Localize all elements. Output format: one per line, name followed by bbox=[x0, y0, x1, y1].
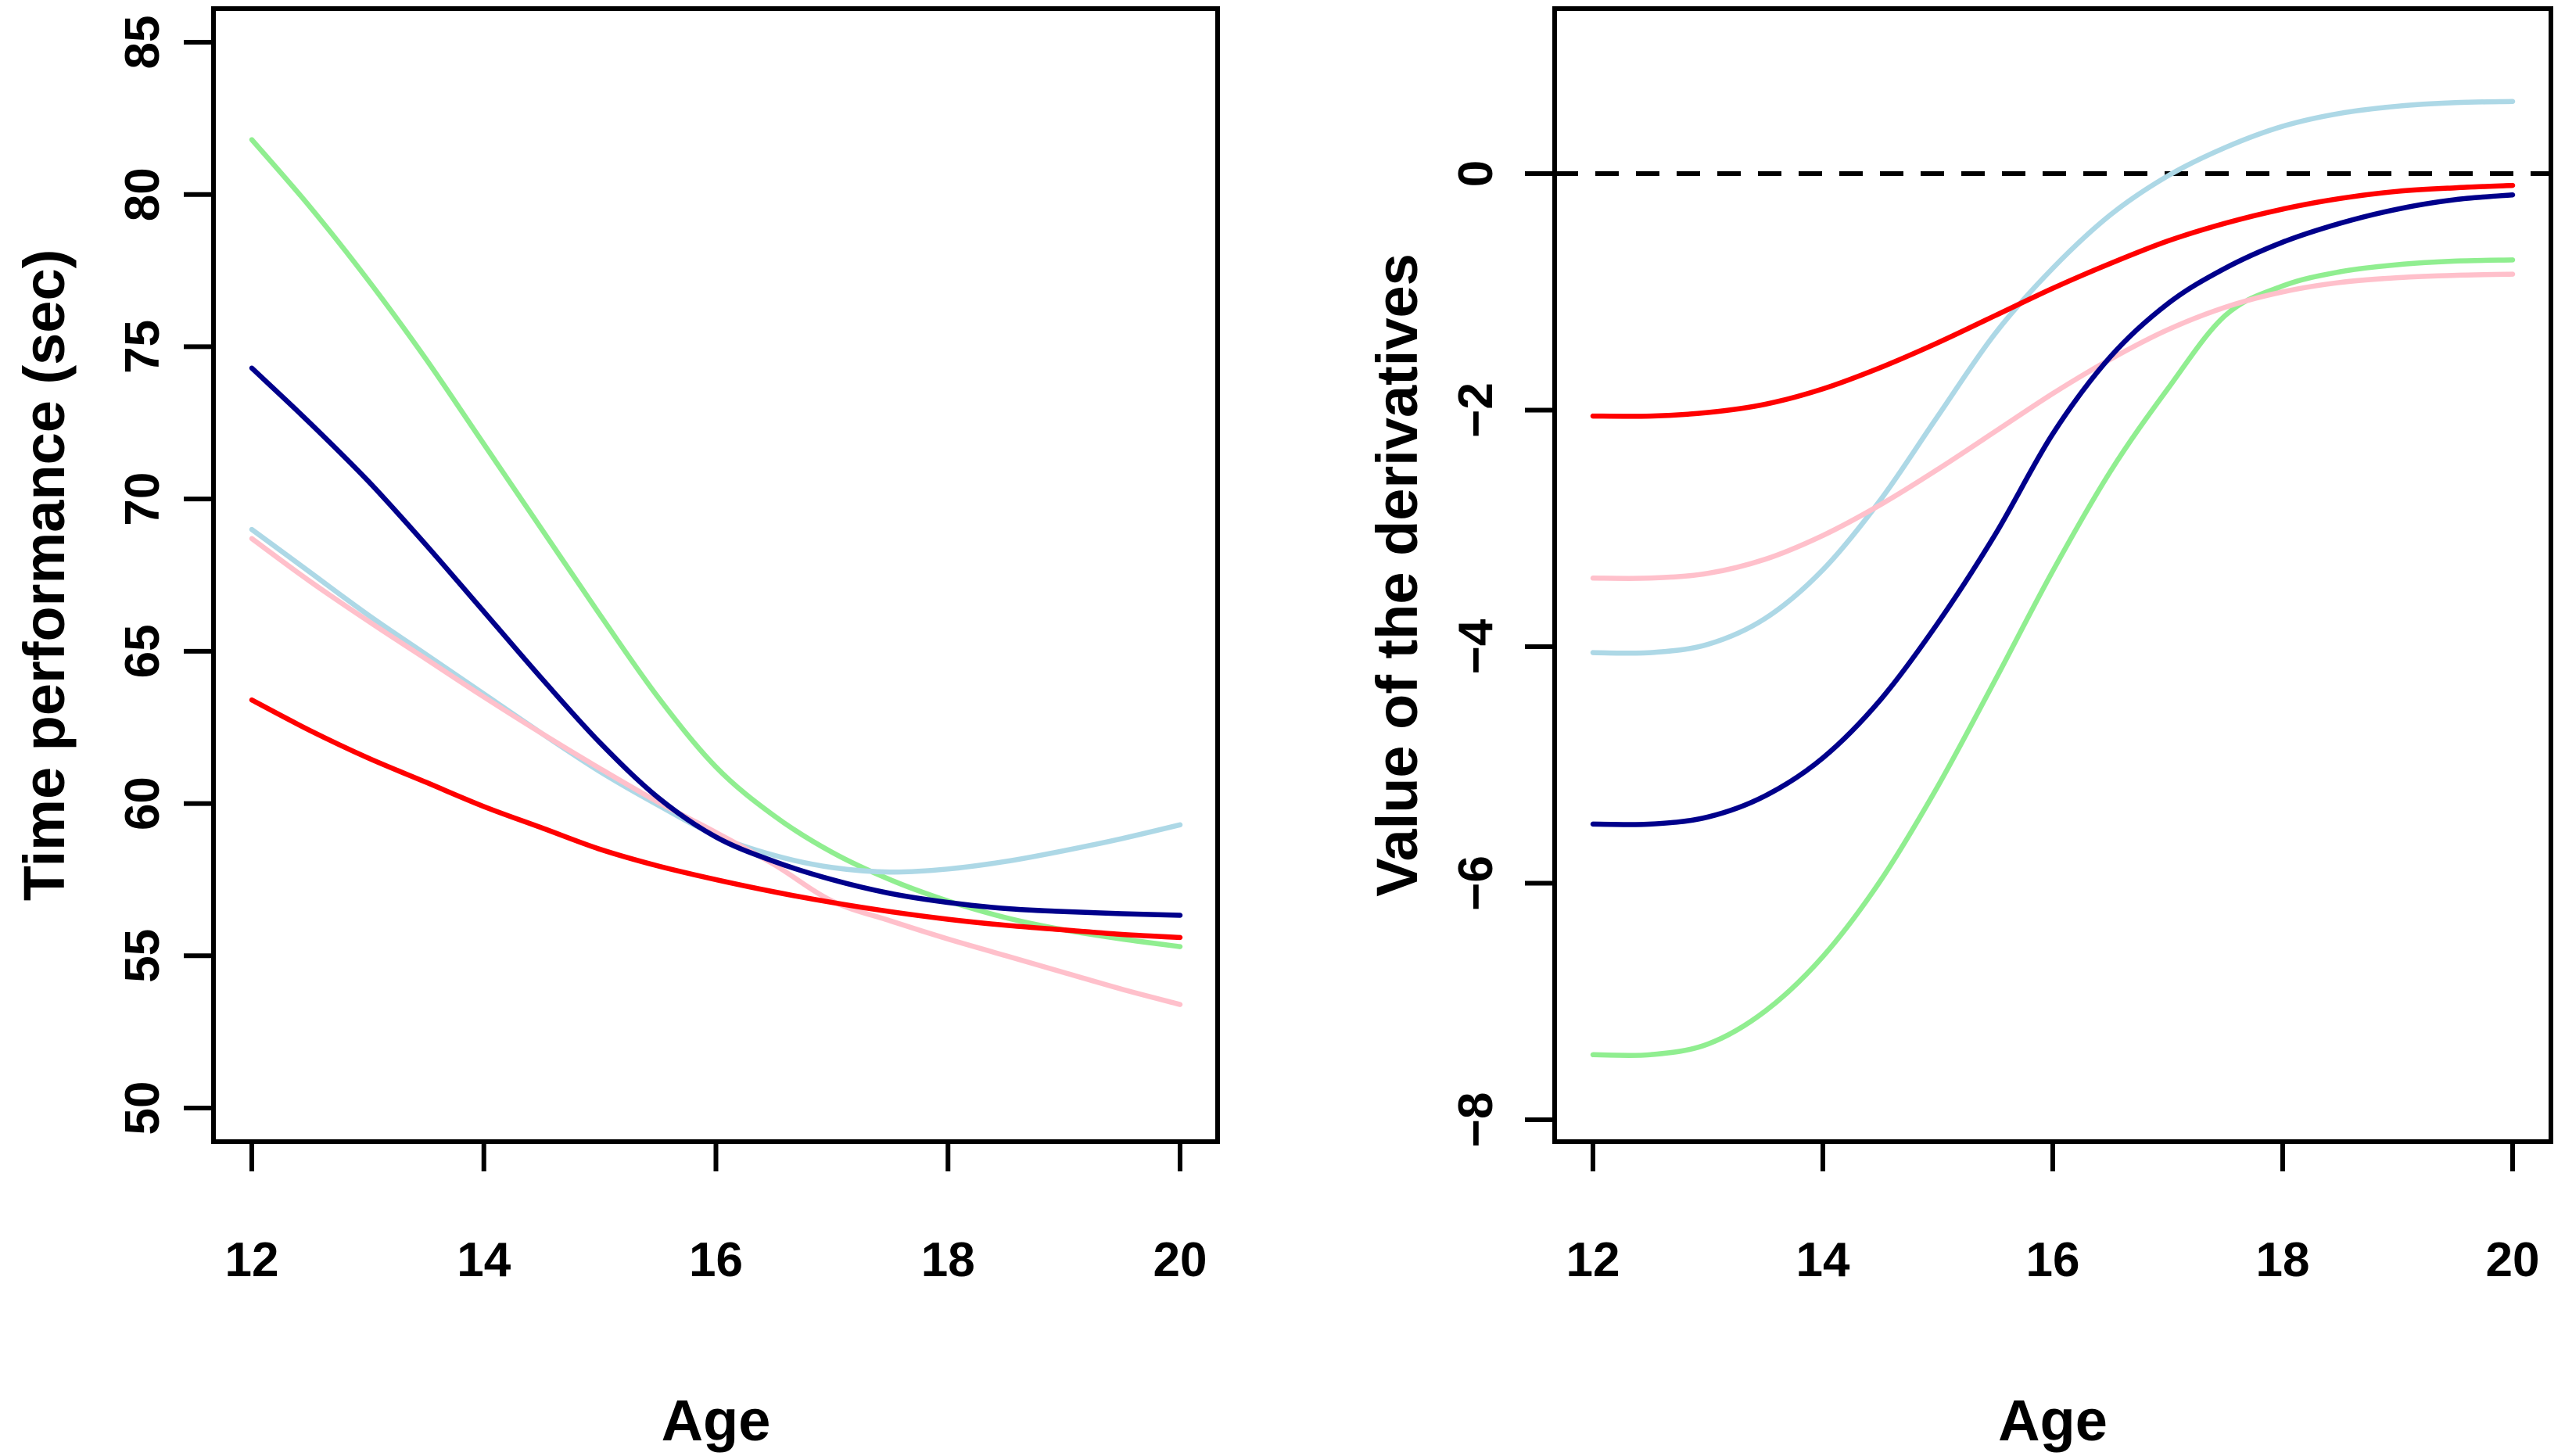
y-axis-tick-label: 65 bbox=[116, 624, 170, 678]
series-dark-blue-curve bbox=[249, 365, 1183, 918]
x-axis-tick-label: 16 bbox=[689, 1233, 743, 1287]
y-axis-tick-label: −8 bbox=[1449, 1092, 1503, 1148]
x-axis-tick-label: 18 bbox=[2256, 1233, 2310, 1287]
x-axis-tick-label: 20 bbox=[1153, 1233, 1207, 1287]
y-axis-title: Value of the derivatives bbox=[1365, 253, 1430, 897]
left-chart-time-performance: 12 14 16 18 20 50 55 60 65 70 75 80 85 Age Time perfor… bbox=[12, 6, 1220, 1453]
x-axis-tick-label: 12 bbox=[225, 1233, 279, 1287]
x-axis-title: Age bbox=[662, 1388, 771, 1453]
series-light-blue-curve bbox=[249, 526, 1183, 875]
y-axis-tick-label: 70 bbox=[116, 472, 170, 526]
y-axis-tick-label: 55 bbox=[116, 929, 170, 983]
x-axis-tick-label: 14 bbox=[1796, 1233, 1850, 1287]
x-axis-tick-label: 14 bbox=[457, 1233, 511, 1287]
series-light-green-curve bbox=[1590, 257, 2516, 1059]
series-pink-curve bbox=[249, 536, 1183, 1007]
y-axis-tick-label: 0 bbox=[1449, 160, 1503, 187]
x-axis-title: Age bbox=[1998, 1388, 2108, 1453]
series-dark-blue-curve bbox=[1590, 192, 2516, 827]
y-axis-tick-label: 50 bbox=[116, 1081, 170, 1135]
y-axis-title: Time performance (sec) bbox=[12, 249, 77, 902]
right-chart-derivatives: 12 14 16 18 20 0 −2 −4 −6 −8 Age Value of the deriv… bbox=[1365, 6, 2553, 1453]
series-pink-curve bbox=[1590, 271, 2516, 581]
y-axis-tick-label: 85 bbox=[116, 16, 170, 70]
x-axis-tick-label: 18 bbox=[921, 1233, 975, 1287]
y-axis-tick-label: 75 bbox=[116, 320, 170, 374]
series-red-curve bbox=[1590, 182, 2516, 419]
series-light-green-curve bbox=[249, 137, 1183, 949]
y-axis-tick-label: 80 bbox=[116, 167, 170, 221]
y-axis-tick-label: −2 bbox=[1449, 382, 1503, 438]
y-axis-tick-label: 60 bbox=[116, 776, 170, 830]
y-axis-tick-label: −4 bbox=[1449, 619, 1503, 674]
series-light-blue-curve bbox=[1590, 99, 2516, 656]
x-axis-tick-label: 20 bbox=[2486, 1233, 2540, 1287]
series-red-curve bbox=[249, 697, 1183, 941]
x-axis-tick-label: 12 bbox=[1566, 1233, 1620, 1287]
y-axis-tick-label: −6 bbox=[1449, 855, 1503, 911]
x-axis-tick-label: 16 bbox=[2026, 1233, 2080, 1287]
